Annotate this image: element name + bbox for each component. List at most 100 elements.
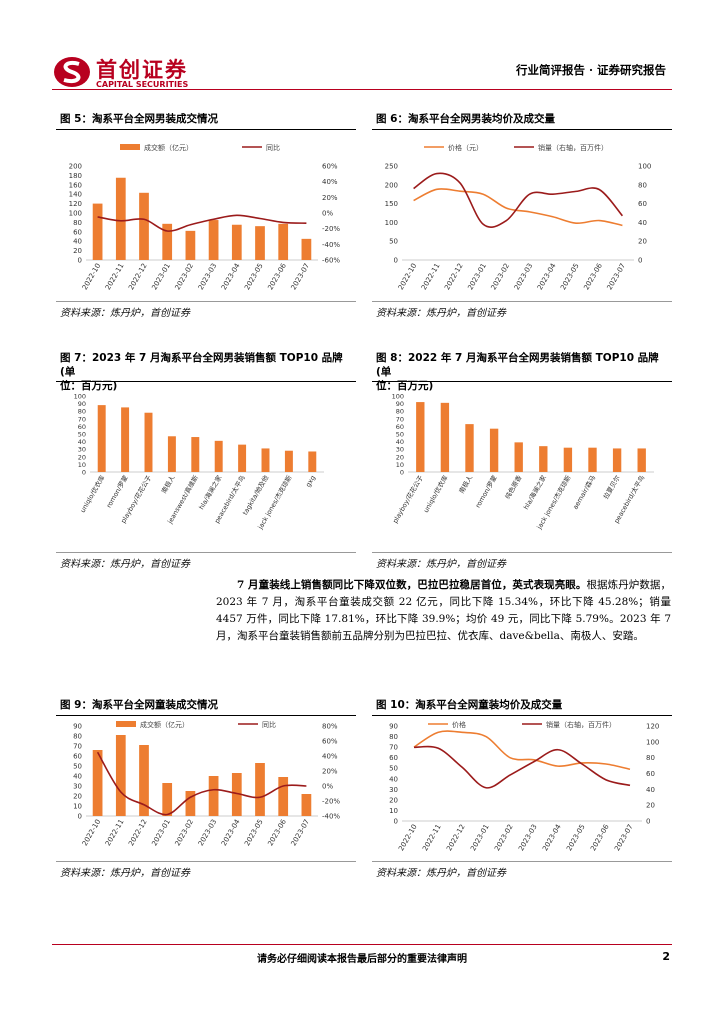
- fig9-xlabel-6: 2023-04: [220, 818, 242, 848]
- fig5-bar-7: [255, 226, 265, 260]
- fig10-chart: 价格 销量（右轴，百万件） 0 10 20 30 40 50 60 70 80 90 0 20 40 60 80…: [389, 720, 659, 853]
- fig10-xlabel-4: 2023-02: [493, 823, 515, 852]
- logo-text-en: CAPITAL SECURITIES: [96, 80, 189, 89]
- fig9-y2tick-0: -40%: [322, 813, 340, 821]
- fig7-xlabel-1: romon/罗蒙: [104, 473, 130, 509]
- fig8-ytick-1: 10: [396, 461, 404, 469]
- fig7-bar-4: [191, 437, 200, 472]
- fig6-y2tick-1: 20: [638, 238, 647, 246]
- fig6-xlabel-5: 2023-03: [513, 262, 535, 291]
- fig5-ytick-3: 60: [73, 228, 82, 236]
- fig8-title-line1: 图 8：2022 年 7 月淘系平台全网男装销售额 TOP10 品牌(单: [376, 352, 659, 378]
- footer-rule: [52, 944, 672, 945]
- fig6-y2tick-3: 60: [638, 200, 647, 208]
- fig5-xlabel-7: 2023-05: [243, 262, 265, 291]
- fig6-xlabel-0: 2022-10: [397, 262, 419, 291]
- fig7-bar-8: [284, 450, 293, 472]
- fig7-xlabel-9: gxg: [304, 474, 317, 488]
- fig7-bar-0: [97, 405, 106, 472]
- fig7-bar-7: [261, 448, 270, 472]
- fig9-bar-0: [92, 750, 103, 816]
- fig6-xlabel-1: 2022-11: [420, 262, 442, 291]
- fig7-xlabel-3: 南极人: [159, 473, 177, 495]
- fig7-ytick-4: 40: [78, 438, 86, 446]
- fig6-y2tick-4: 80: [638, 181, 647, 189]
- report-type: 行业简评报告 · 证券研究报告: [515, 63, 666, 77]
- fig6-y2tick-0: 0: [638, 257, 642, 265]
- fig9-y2tick-2: 0%: [322, 783, 333, 791]
- fig7-bar-6: [238, 444, 247, 472]
- fig7-bar-1: [121, 407, 130, 472]
- fig9-bar-7: [255, 763, 265, 816]
- fig7-ytick-7: 70: [78, 415, 86, 423]
- fig5-ytick-8: 160: [69, 181, 82, 189]
- fig8-ytick-9: 90: [396, 400, 404, 408]
- fig10-line-1: [413, 745, 631, 789]
- fig6-xlabel-2: 2022-12: [443, 262, 465, 291]
- fig6-xlabel-3: 2023-01: [466, 262, 488, 291]
- fig9-ytick-0: 0: [78, 813, 82, 821]
- fig7-title: 图 7：2023 年 7 月淘系平台全网男装销售额 TOP10 品牌(单 位：百…: [60, 351, 356, 393]
- fig6-ytick-5: 250: [385, 163, 398, 171]
- fig8-xlabel-2: 南极人: [457, 473, 475, 495]
- fig8-bar-8: [612, 448, 622, 472]
- fig10-ytick-8: 80: [389, 733, 398, 741]
- fig10-xlabel-2: 2022-12: [445, 823, 467, 852]
- fig9-ytick-2: 20: [73, 793, 82, 801]
- fig8-bar-6: [563, 447, 573, 472]
- fig10-xlabel-8: 2023-06: [589, 823, 611, 853]
- fig9-xlabel-5: 2023-03: [197, 818, 219, 847]
- fig10-y2tick-6: 120: [646, 723, 659, 731]
- fig8-ytick-7: 70: [396, 415, 404, 423]
- logo-mark-icon: [54, 57, 90, 87]
- fig10-y2tick-1: 20: [646, 802, 655, 810]
- fig8-ytick-4: 40: [396, 438, 404, 446]
- fig7-ytick-8: 80: [78, 408, 86, 416]
- fig9-bar-6: [231, 773, 242, 816]
- fig5-y2tick-0: -60%: [322, 257, 340, 265]
- fig6-ytick-0: 0: [394, 257, 398, 265]
- fig9-source: 资料来源：炼丹炉，首创证券: [60, 868, 190, 879]
- fig10-ytick-5: 50: [389, 765, 398, 773]
- fig6-bottom-rule: [372, 301, 672, 302]
- fig8-xlabel-8: 拉夏贝尔: [601, 473, 622, 500]
- fig9-bar-9: [301, 794, 312, 816]
- fig9-xlabel-3: 2023-01: [150, 818, 172, 847]
- fig10-xlabel-1: 2022-11: [421, 823, 443, 852]
- fig8-bar-2: [465, 424, 474, 472]
- fig7-bar-9: [308, 451, 317, 472]
- fig10-bottom-rule: [372, 861, 672, 862]
- fig8-bar-1: [440, 402, 450, 472]
- fig9-ytick-9: 90: [73, 723, 82, 731]
- fig6-legend-label-0: 价格（元）: [448, 143, 483, 152]
- fig5-y2tick-4: 20%: [322, 194, 338, 202]
- fig5-y2tick-5: 40%: [322, 178, 338, 186]
- fig7-ytick-6: 60: [78, 423, 86, 431]
- fig9-bar-8: [278, 777, 289, 816]
- fig9-ytick-7: 70: [73, 743, 82, 751]
- fig10-legend-label-1: 销量（右轴，百万件）: [546, 720, 616, 729]
- fig5-legend-label-0: 成交额（亿元）: [144, 143, 193, 152]
- fig10-line-0: [413, 730, 631, 771]
- fig7-ytick-1: 10: [78, 461, 86, 469]
- fig8-ytick-2: 20: [396, 453, 404, 461]
- fig6-xlabel-6: 2023-04: [536, 262, 558, 292]
- fig9-ytick-1: 10: [73, 803, 82, 811]
- fig5-xlabel-0: 2022-10: [81, 262, 103, 291]
- fig9-bar-4: [185, 791, 196, 816]
- fig5-legend-label-1: 同比: [266, 143, 280, 152]
- fig9-xlabel-9: 2023-07: [290, 818, 312, 847]
- fig5-xlabel-6: 2023-04: [220, 262, 242, 292]
- logo-text-cn: 首创证券: [96, 58, 188, 82]
- fig7-ytick-2: 20: [78, 453, 86, 461]
- fig5-bottom-rule: [56, 301, 356, 302]
- fig6-y2tick-2: 40: [638, 219, 647, 227]
- fig9-bar-1: [115, 735, 126, 816]
- fig9-y2tick-6: 80%: [322, 723, 338, 731]
- fig5-ytick-5: 100: [69, 210, 82, 218]
- fig5-bar-3: [162, 223, 173, 260]
- fig5-legend-swatch-0: [120, 144, 140, 150]
- fig10-ytick-2: 20: [389, 796, 398, 804]
- fig8-ytick-0: 0: [400, 469, 404, 477]
